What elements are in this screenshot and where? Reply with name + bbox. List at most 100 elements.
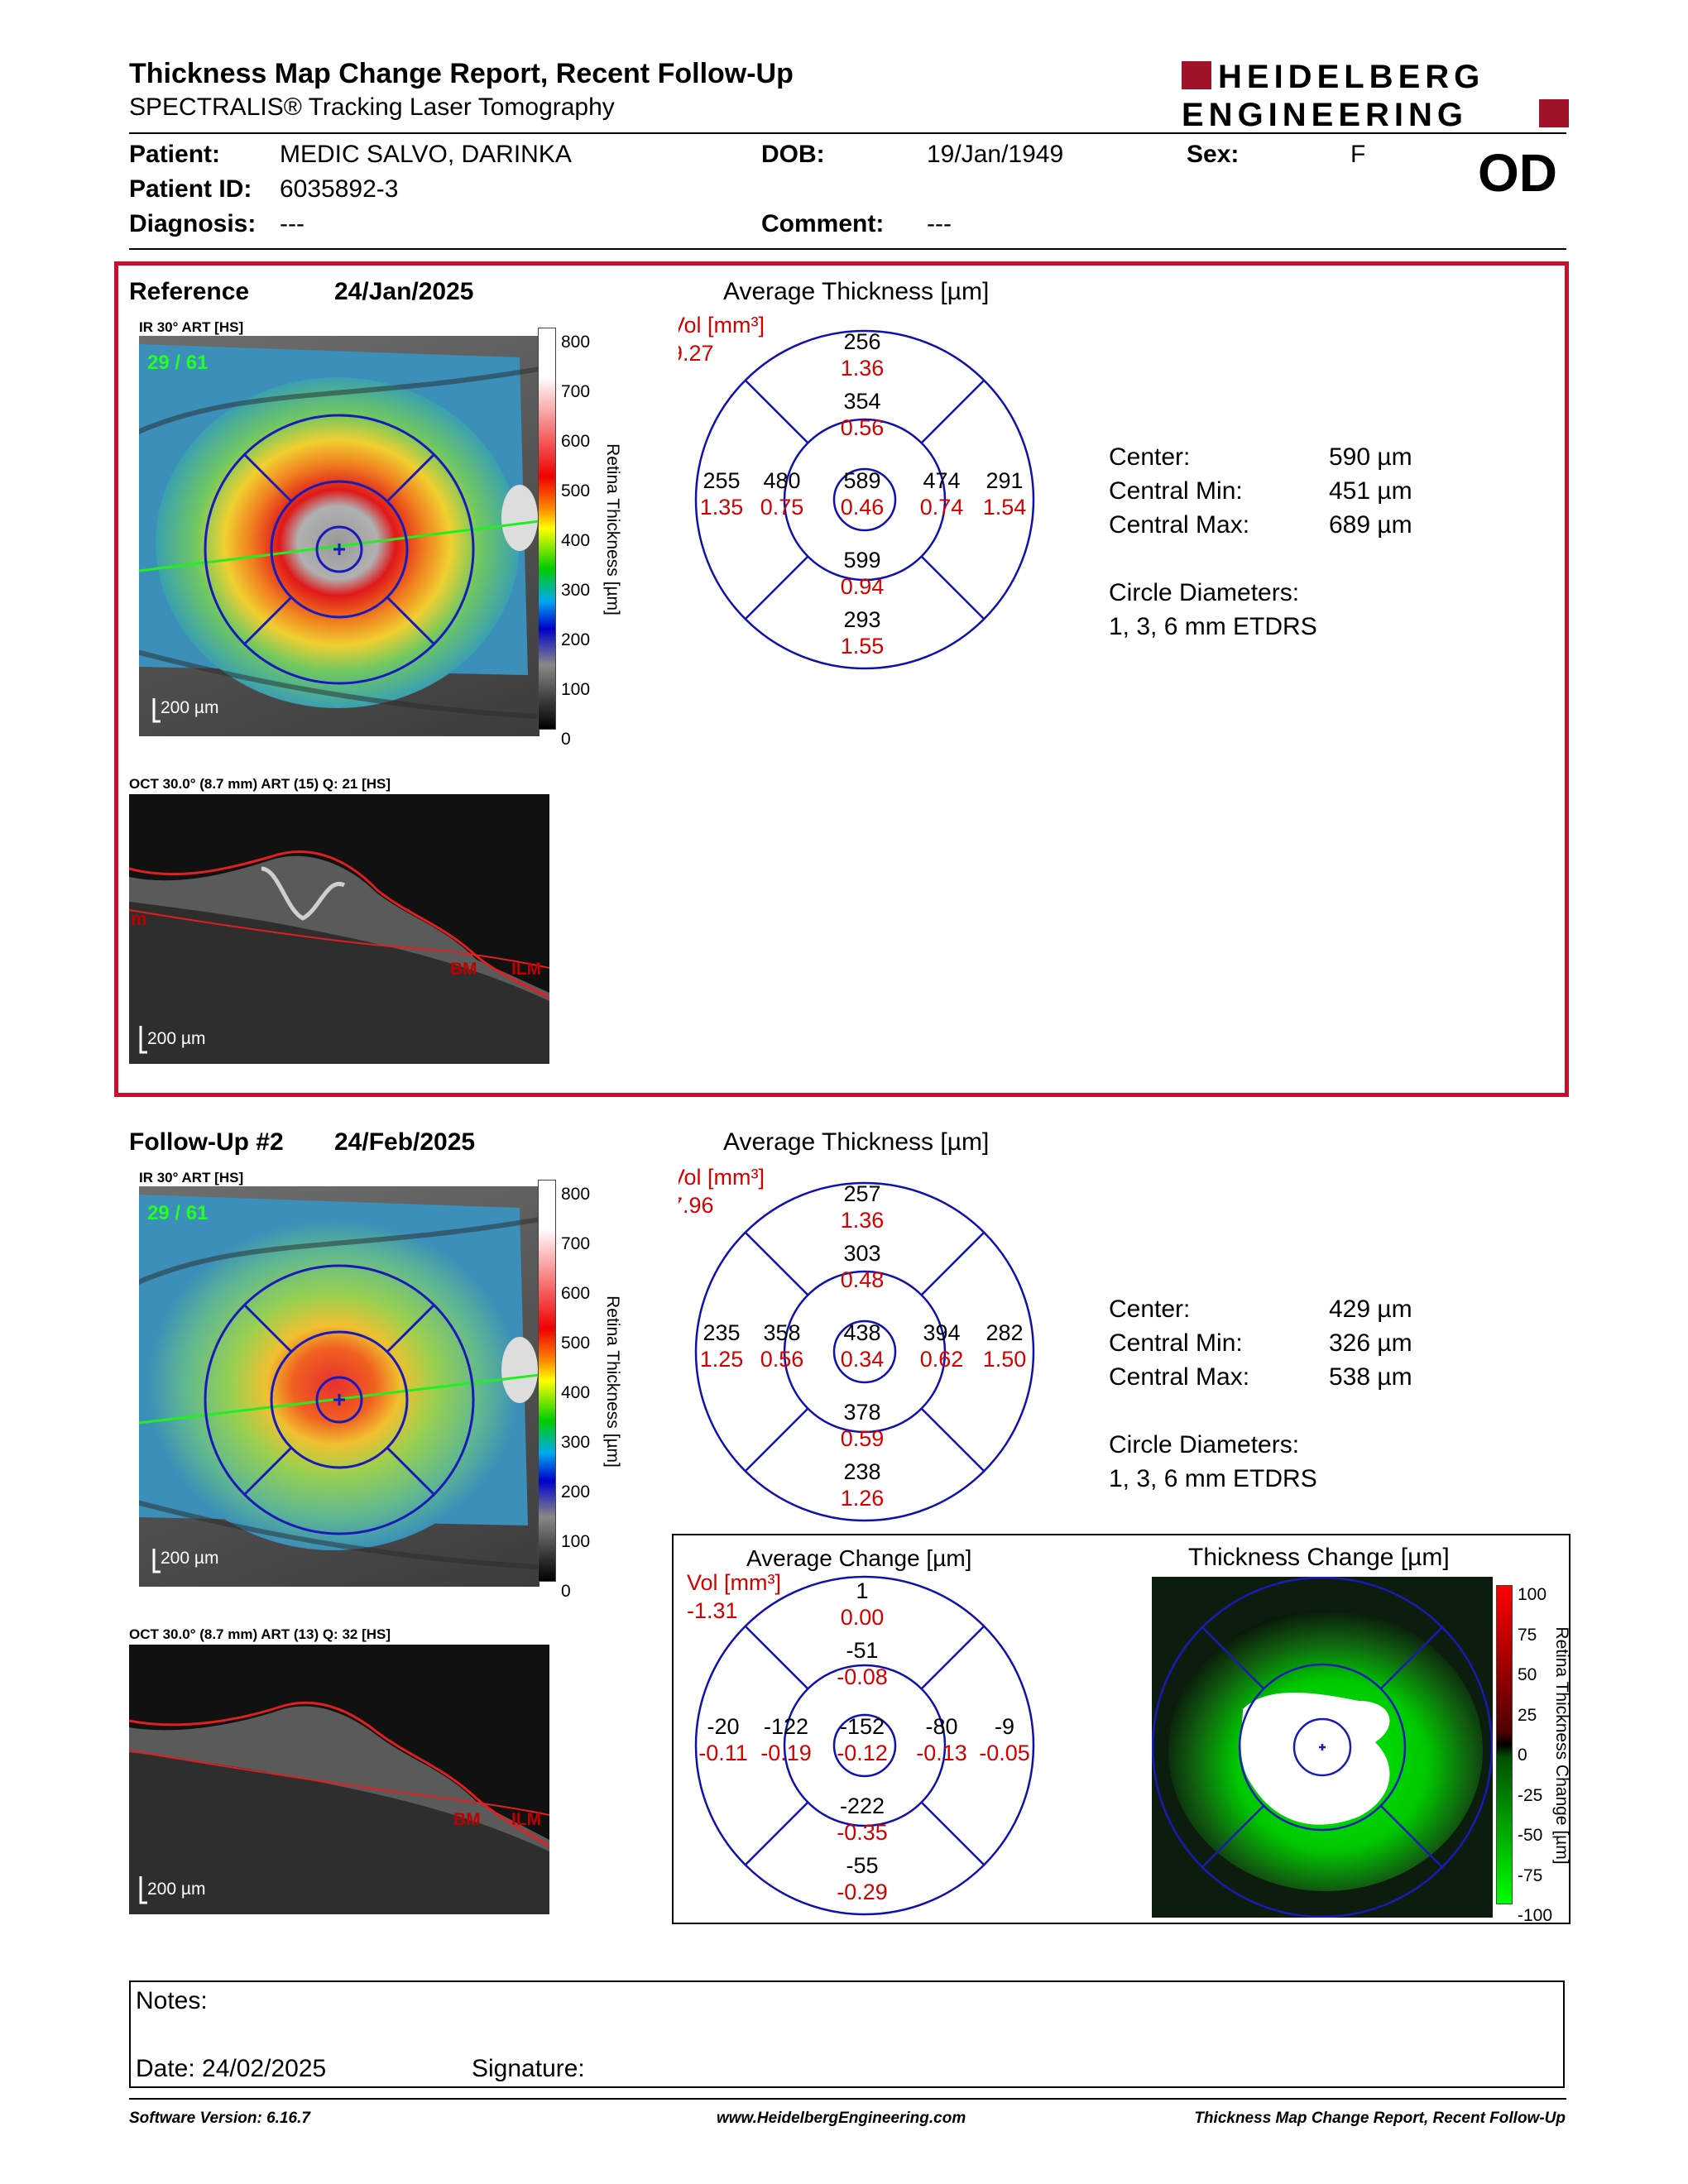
scale-tick: 0	[561, 1582, 571, 1601]
sector-value: -122	[764, 1714, 808, 1739]
scale-tick: 800	[561, 1185, 591, 1204]
sector-value: -51	[846, 1638, 878, 1663]
sector-value: -222	[840, 1794, 885, 1818]
heidelberg-logo: HEIDELBERG ENGINEERING	[1182, 59, 1569, 132]
sector-value: -80	[925, 1714, 957, 1739]
change-map-title: Thickness Change [µm]	[1188, 1544, 1450, 1571]
followup-date: 24/Feb/2025	[334, 1128, 476, 1156]
change-map-axis-title: Retina Thickness Change [µm]	[1552, 1626, 1571, 1865]
scale-tick: 200	[561, 1482, 591, 1502]
reference-stats-values: 590 µm 451 µm 689 µm	[1329, 440, 1412, 542]
central-min-value: 326 µm	[1329, 1329, 1412, 1357]
reference-stats-labels: Center: Central Min: Central Max:	[1109, 440, 1249, 542]
notes-label: Notes:	[136, 1987, 208, 2014]
reference-oct-label: OCT 30.0° (8.7 mm) ART (15) Q: 21 [HS]	[129, 776, 391, 792]
diagnosis-label: Diagnosis:	[129, 210, 257, 237]
report-title: Thickness Map Change Report, Recent Foll…	[129, 58, 794, 89]
sector-value: -9	[995, 1714, 1014, 1739]
followup-scale-ticks: 800 700 600 500 400 300 200 100 0	[561, 1170, 590, 1616]
sector-volume: 1.36	[841, 356, 885, 381]
sector-volume: -0.11	[698, 1741, 748, 1765]
sector-value: 235	[703, 1320, 740, 1345]
reference-frame-counter: 29 / 61	[147, 352, 208, 374]
change-tick: 100	[1518, 1585, 1547, 1604]
reference-section	[114, 261, 1569, 1097]
sex-value: F	[1350, 141, 1366, 168]
sector-value: -55	[846, 1853, 878, 1878]
logo-line2: ENGINEERING	[1182, 97, 1468, 132]
eye-indicator: OD	[1478, 143, 1557, 203]
scale-tick: 300	[561, 1433, 591, 1452]
scale-tick: 100	[561, 1532, 591, 1551]
comment-value: ---	[927, 210, 952, 237]
followup-oct-bm: BM	[453, 1810, 481, 1829]
center-label: Center:	[1109, 443, 1191, 471]
scale-tick: 500	[561, 481, 591, 500]
circle-diameters-label: Circle Diameters:	[1109, 579, 1300, 606]
followup-oct-scale: 200 µm	[147, 1880, 205, 1899]
diagnosis-value: ---	[280, 210, 305, 237]
followup-oct-image: BM ILM 200 µm	[129, 1645, 549, 1914]
thickness-change-map	[1152, 1577, 1493, 1918]
sector-value: 293	[843, 607, 880, 632]
comment-label: Comment:	[761, 210, 885, 237]
scale-tick: 500	[561, 1334, 591, 1353]
followup-etdrs-grid: Vol [mm³] 7.96 257 1.36 303 0.48 235 1.2…	[679, 1166, 1035, 1522]
sector-volume: -0.29	[837, 1880, 888, 1904]
change-tick: 25	[1518, 1705, 1537, 1725]
followup-fundus-scale: 200 µm	[161, 1549, 218, 1568]
central-max-label: Central Max:	[1109, 511, 1250, 539]
scale-tick: 800	[561, 333, 591, 352]
sector-volume: 0.75	[760, 495, 804, 520]
sector-value: 1	[856, 1578, 868, 1603]
sector-value: 480	[763, 468, 800, 493]
sector-value: 238	[843, 1459, 880, 1484]
reference-oct-image: m BM ILM 200 µm	[129, 794, 549, 1064]
sector-volume: 1.54	[983, 495, 1027, 520]
reference-scale-axis-title: Retina Thickness [µm]	[603, 443, 622, 615]
reference-label: Reference	[129, 278, 250, 305]
change-grid-title: Average Change [µm]	[746, 1545, 972, 1571]
central-max-label: Central Max:	[1109, 1363, 1250, 1391]
sector-value: -20	[707, 1714, 739, 1739]
sector-value: 256	[843, 329, 880, 354]
change-vol-label: Vol [mm³]	[687, 1572, 781, 1595]
patient-id-label: Patient ID:	[129, 175, 252, 203]
reference-oct-ilm: ILM	[511, 960, 541, 979]
followup-thickness-colorbar	[538, 1180, 556, 1582]
followup-oct-label: OCT 30.0° (8.7 mm) ART (13) Q: 32 [HS]	[129, 1626, 391, 1642]
footer-report-name: Thickness Map Change Report, Recent Foll…	[1194, 2110, 1566, 2127]
reference-oct-scale: 200 µm	[147, 1029, 205, 1048]
change-tick: -75	[1518, 1866, 1543, 1885]
footer-software-version: Software Version: 6.16.7	[129, 2110, 310, 2127]
sector-volume: -0.08	[837, 1664, 888, 1689]
sector-volume: 0.46	[841, 495, 885, 520]
sector-volume: 1.35	[700, 495, 744, 520]
reference-thickness-colorbar	[538, 328, 556, 730]
followup-label: Follow-Up #2	[129, 1128, 284, 1156]
sector-volume: -0.12	[837, 1741, 888, 1765]
followup-oct-ilm: ILM	[511, 1810, 541, 1829]
central-min-label: Central Min:	[1109, 477, 1243, 505]
followup-grid-title: Average Thickness [µm]	[723, 1128, 990, 1156]
patient-id: 6035892-3	[280, 175, 399, 203]
change-section	[672, 1534, 1571, 1924]
followup-stats-labels: Center: Central Min: Central Max:	[1109, 1292, 1249, 1394]
sector-value: 257	[843, 1181, 880, 1206]
sector-value: 358	[763, 1320, 800, 1345]
scale-tick: 600	[561, 432, 591, 451]
sector-value: 589	[843, 468, 880, 493]
change-tick: 50	[1518, 1665, 1537, 1684]
change-tick: -50	[1518, 1826, 1543, 1845]
reference-etdrs-grid: Vol [mm³] 9.27 256 1.36 354 0.56 255 1.3…	[679, 314, 1035, 670]
central-min-value: 451 µm	[1329, 477, 1412, 505]
circle-diameters-label: Circle Diameters:	[1109, 1431, 1300, 1458]
sector-volume: 1.25	[700, 1347, 744, 1372]
scale-tick: 400	[561, 531, 591, 550]
reference-fundus-label: IR 30° ART [HS]	[139, 319, 244, 335]
followup-vol-label: Vol [mm³]	[679, 1166, 765, 1190]
followup-stats-values: 429 µm 326 µm 538 µm	[1329, 1292, 1412, 1394]
sector-volume: 1.36	[841, 1208, 885, 1233]
central-max-value: 689 µm	[1329, 511, 1412, 539]
sector-volume: 0.56	[841, 415, 885, 440]
